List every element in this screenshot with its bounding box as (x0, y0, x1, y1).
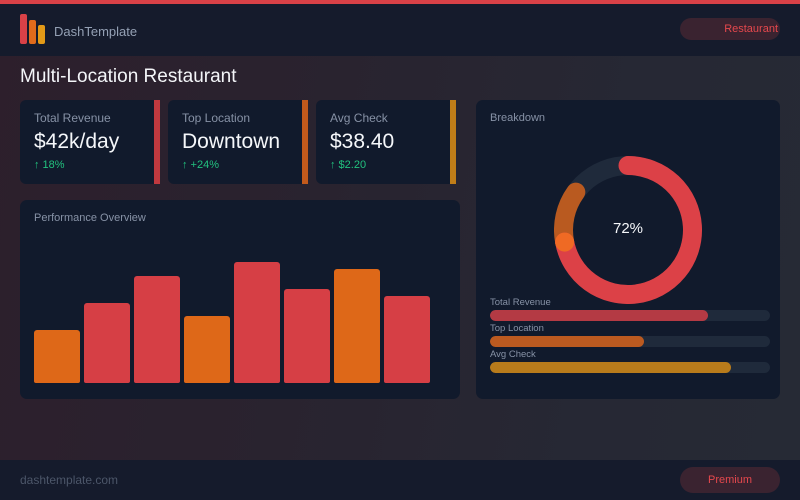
performance-overview-panel: Performance Overview (20, 200, 460, 399)
panel-title: Performance Overview (34, 212, 146, 224)
kpi-delta: ↑ $2.20 (330, 159, 367, 171)
kpi-delta: ↑ 18% (34, 159, 65, 171)
header: DashTemplate Restaurant (0, 4, 800, 56)
kpi-card-total-revenue: Total Revenue $42k/day ↑ 18% (20, 100, 160, 184)
chart-bar (134, 276, 180, 383)
kpi-accent-bar (450, 100, 456, 184)
kpi-label: Top Location (182, 111, 251, 125)
chart-bar (384, 296, 430, 383)
chart-bar (234, 262, 280, 383)
bar-chart (34, 253, 434, 383)
top-accent-line (0, 0, 800, 4)
kpi-value: $38.40 (330, 130, 395, 153)
kpi-delta: ↑ +24% (182, 159, 219, 171)
kpi-value: Downtown (182, 130, 281, 153)
chart-bar (334, 269, 380, 383)
breakdown-panel: Breakdown 72% Total Revenue Top Location… (476, 100, 780, 399)
bar-label: Top Location (490, 323, 544, 334)
progress-bar-total-revenue (490, 310, 770, 321)
donut-chart: 72% (554, 156, 702, 304)
chart-bar (84, 303, 130, 383)
progress-bar-avg-check (490, 362, 770, 373)
footer: dashtemplate.com Premium (0, 460, 800, 500)
progress-bar-top-location (490, 336, 770, 347)
kpi-label: Avg Check (330, 111, 388, 125)
kpi-card-top-location: Top Location Downtown ↑ +24% (168, 100, 308, 184)
bar-label: Avg Check (490, 349, 536, 360)
panel-title: Breakdown (490, 112, 546, 124)
kpi-accent-bar (302, 100, 308, 184)
kpi-label: Total Revenue (34, 111, 111, 125)
category-badge[interactable]: Restaurant (680, 18, 780, 40)
logo-bars-icon (20, 14, 48, 44)
footer-link[interactable]: dashtemplate.com (20, 473, 119, 487)
chart-bar (184, 316, 230, 383)
premium-badge[interactable]: Premium (680, 467, 780, 493)
bar-label: Total Revenue (490, 297, 551, 308)
chart-bar (284, 289, 330, 383)
chart-bar (34, 330, 80, 383)
kpi-accent-bar (154, 100, 160, 184)
donut-percent-label: 72% (612, 220, 644, 237)
kpi-card-avg-check: Avg Check $38.40 ↑ $2.20 (316, 100, 456, 184)
page-title: Multi-Location Restaurant (20, 66, 237, 87)
kpi-value: $42k/day (34, 130, 120, 153)
brand-name: DashTemplate (54, 24, 138, 39)
